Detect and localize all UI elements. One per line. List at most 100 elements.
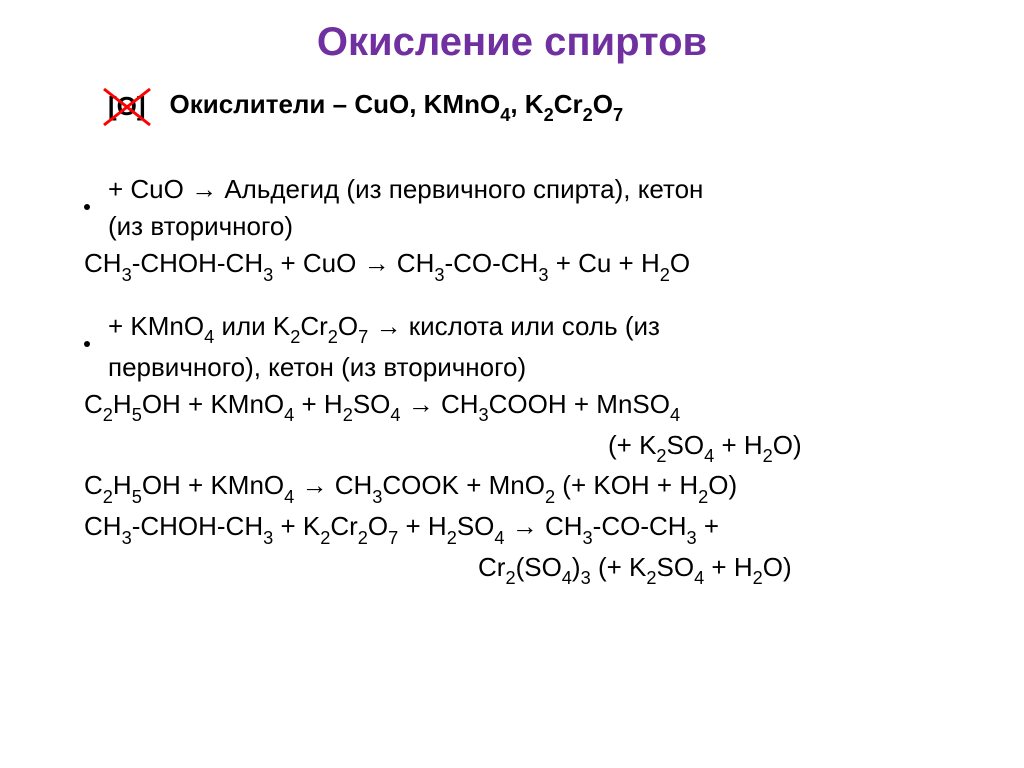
t: -CO-CH xyxy=(593,511,687,541)
t: + K xyxy=(273,511,320,541)
t: OH + KMnO xyxy=(142,470,284,500)
t: -CHOH-CH xyxy=(132,248,263,278)
t: 3 xyxy=(263,265,273,285)
t: CH xyxy=(84,248,122,278)
bullet-text: + KMnO4 или K2Cr2O7 → кислота или соль (… xyxy=(108,309,660,348)
t: 5 xyxy=(132,405,142,425)
t: 2 xyxy=(103,405,113,425)
t: 4 xyxy=(390,405,400,425)
equation-1: CH3-CHOH-CH3 + CuO → CH3-CO-CH3 + Cu + H… xyxy=(48,246,976,285)
t: O) xyxy=(773,430,802,460)
t: (SO xyxy=(516,552,562,582)
t: + Cu + H xyxy=(548,248,659,278)
t: 2 xyxy=(763,446,773,466)
t: H xyxy=(113,389,132,419)
t xyxy=(505,511,512,541)
t: 4 xyxy=(500,105,510,125)
t: 2 xyxy=(343,405,353,425)
oxidizer-symbol-box: [O] xyxy=(108,91,146,122)
t: 3 xyxy=(479,405,489,425)
t: COOH + MnSO xyxy=(489,389,670,419)
t: 2 xyxy=(358,528,368,548)
slide-title: Окисление спиртов xyxy=(48,20,976,65)
t: 3 xyxy=(122,528,132,548)
t: CH xyxy=(434,389,479,419)
bullet-icon xyxy=(84,341,90,347)
t: C xyxy=(84,470,103,500)
t: 4 xyxy=(284,487,294,507)
t: 2 xyxy=(328,327,338,347)
t: + CuO xyxy=(273,248,363,278)
t: 7 xyxy=(613,105,623,125)
t xyxy=(294,470,301,500)
t: C xyxy=(84,389,103,419)
oxidizer-line: [O] Окислители – CuO, KMnO4, K2Cr2O7 xyxy=(48,89,976,124)
t: Cr xyxy=(478,552,505,582)
t: H xyxy=(113,470,132,500)
t: SO xyxy=(457,511,495,541)
equation-4-tail: Cr2(SO4)3 (+ K2SO4 + H2O) xyxy=(48,550,976,589)
bullet-cuo: + CuO → Альдегид (из первичного спирта),… xyxy=(48,172,976,207)
t: CH xyxy=(538,511,583,541)
t: первичного), кетон (из вторичного) xyxy=(108,352,526,382)
t xyxy=(368,311,375,341)
equation-3: C2H5OH + KMnO4 → CH3COOK + MnO2 (+ KOH +… xyxy=(48,468,976,507)
t: (+ K xyxy=(591,552,647,582)
t: O) xyxy=(708,470,737,500)
t: 3 xyxy=(583,528,593,548)
t: 3 xyxy=(434,265,444,285)
t: или K xyxy=(214,311,290,341)
t: 3 xyxy=(263,528,273,548)
t: 4 xyxy=(204,327,214,347)
t: (из вторичного) xyxy=(108,211,293,241)
t: 2 xyxy=(656,446,666,466)
arrow-icon: → xyxy=(512,511,538,541)
equation-2: C2H5OH + KMnO4 + H2SO4 → CH3COOH + MnSO4 xyxy=(48,387,976,426)
t xyxy=(401,389,408,419)
t: -CHOH-CH xyxy=(132,511,263,541)
t: 3 xyxy=(122,265,132,285)
bullet-kmno4: + KMnO4 или K2Cr2O7 → кислота или соль (… xyxy=(48,309,976,348)
t: COOK + MnO xyxy=(382,470,545,500)
t: + KMnO xyxy=(108,311,204,341)
equation-4: CH3-CHOH-CH3 + K2Cr2O7 + H2SO4 → CH3-CO-… xyxy=(48,509,976,548)
t: 2 xyxy=(290,327,300,347)
t: 3 xyxy=(372,487,382,507)
oxidizer-list: Окислители – CuO, KMnO4, K2Cr2O7 xyxy=(170,89,624,124)
arrow-icon: → xyxy=(376,311,402,341)
t: 4 xyxy=(694,568,704,588)
t: + CuO xyxy=(108,174,191,204)
t: CH xyxy=(84,511,122,541)
t: + H xyxy=(714,430,762,460)
t: ) xyxy=(572,552,581,582)
t: O xyxy=(338,311,358,341)
t: 3 xyxy=(538,265,548,285)
t: + H xyxy=(398,511,446,541)
equation-2-tail: (+ K2SO4 + H2O) xyxy=(48,428,976,467)
t: 2 xyxy=(698,487,708,507)
t: Cr xyxy=(330,511,357,541)
t: 2 xyxy=(505,568,515,588)
t: SO xyxy=(353,389,391,419)
t: CH xyxy=(328,470,373,500)
t: 4 xyxy=(494,528,504,548)
t: 2 xyxy=(447,528,457,548)
oxidizer-symbol: [O] xyxy=(108,91,146,121)
t: O xyxy=(593,89,613,119)
t: CH xyxy=(390,248,435,278)
t: Альдегид (из первичного спирта), кетон xyxy=(217,174,703,204)
arrow-icon: → xyxy=(191,174,217,204)
t: 3 xyxy=(581,568,591,588)
t: 3 xyxy=(687,528,697,548)
arrow-icon: → xyxy=(364,248,390,278)
t: 2 xyxy=(320,528,330,548)
t: 5 xyxy=(132,487,142,507)
t: 2 xyxy=(753,568,763,588)
t: кислота или соль (из xyxy=(402,311,660,341)
t: 4 xyxy=(284,405,294,425)
t: 4 xyxy=(704,446,714,466)
t: OH + KMnO xyxy=(142,389,284,419)
bullet-text: + CuO → Альдегид (из первичного спирта),… xyxy=(108,172,703,207)
t: 4 xyxy=(670,405,680,425)
bullet-cuo-cont: (из вторичного) xyxy=(48,209,976,244)
